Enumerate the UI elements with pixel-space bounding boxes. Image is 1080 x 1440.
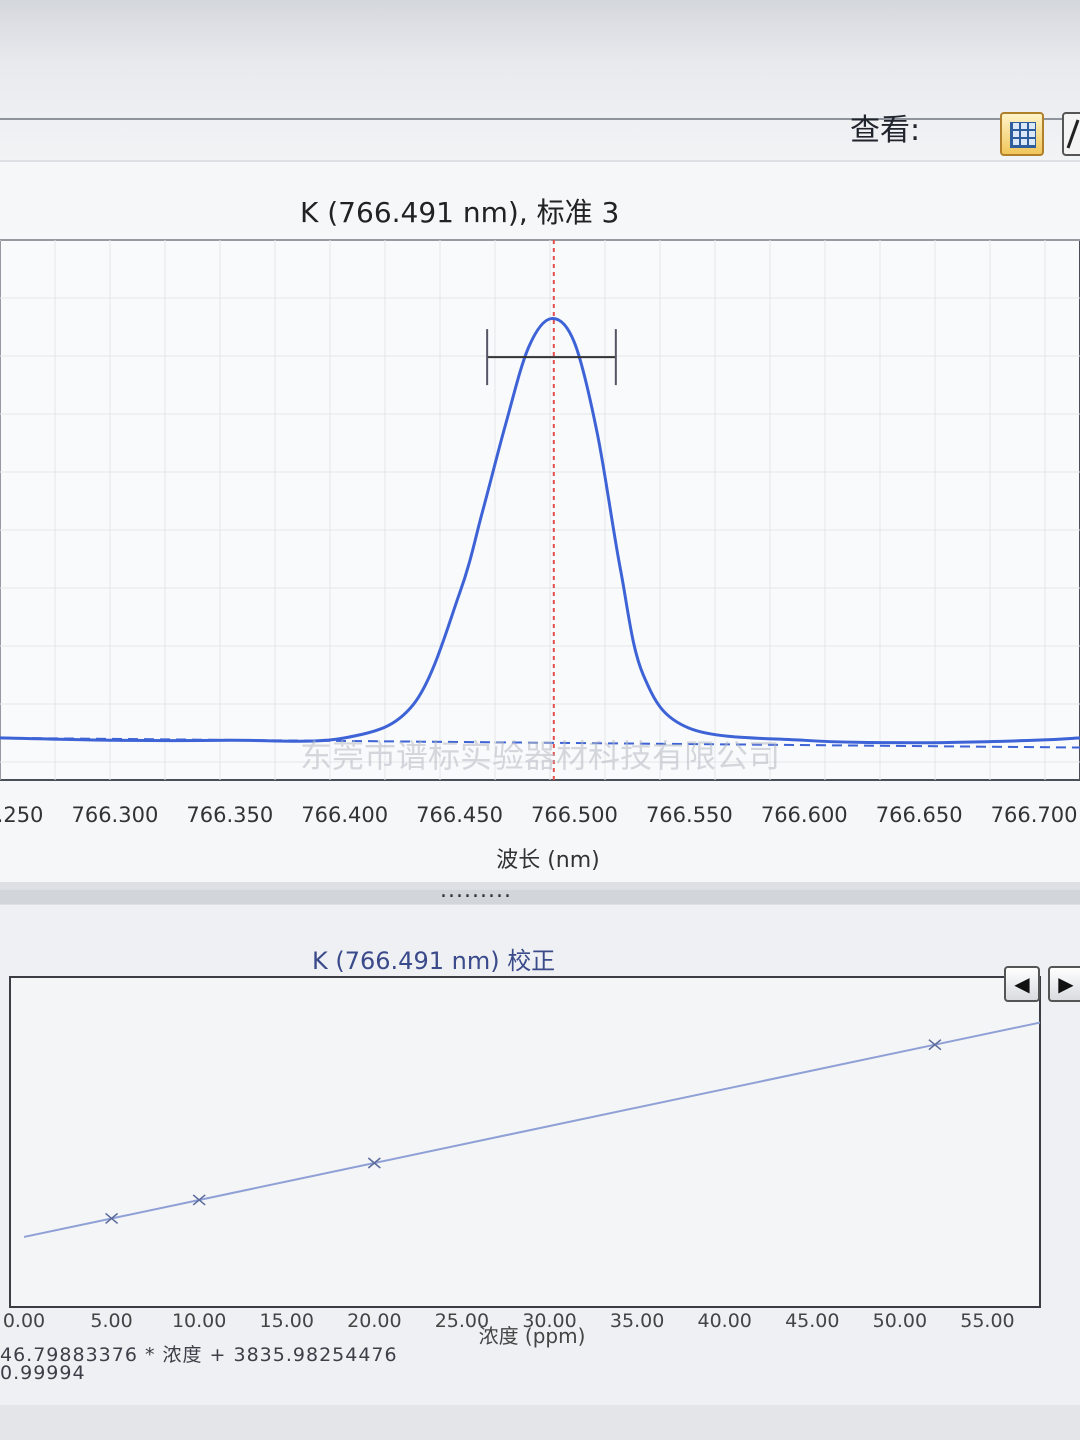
- calibration-x-tick-label: 50.00: [873, 1310, 927, 1332]
- spectrum-x-ticks: 766.250 766.300 766.350 766.400 766.450 766.5…: [0, 803, 1077, 827]
- calibration-x-tick-label: 10.00: [172, 1310, 226, 1332]
- spectrum-x-tick-label: 766.500: [531, 803, 618, 827]
- edit-icon: [1066, 119, 1080, 149]
- calibration-point: [105, 1212, 119, 1225]
- correlation-value: 0.99994: [0, 1362, 86, 1384]
- calibration-point: [192, 1194, 206, 1206]
- next-button[interactable]: ▶: [1048, 966, 1080, 1002]
- calibration-x-tick-label: 20.00: [347, 1310, 401, 1332]
- status-strip: [0, 1405, 1080, 1440]
- calibration-x-tick-label: 45.00: [785, 1310, 839, 1332]
- splitter-handle[interactable]: .........: [440, 878, 512, 903]
- spectrum-x-tick-label: 766.600: [761, 803, 848, 827]
- calibration-plot-area: [9, 976, 1041, 1308]
- spectrum-x-tick-label: 766.400: [301, 803, 388, 827]
- spectrum-title: K (766.491 nm), 标准 3: [300, 196, 619, 229]
- spectrum-x-tick-label: 766.650: [876, 803, 963, 827]
- spectrum-series: [0, 240, 1080, 780]
- calibration-x-tick-label: 15.00: [260, 1310, 314, 1332]
- calibration-title: K (766.491 nm) 校正: [312, 947, 555, 975]
- calibration-x-tick-label: 55.00: [960, 1310, 1014, 1332]
- edit-view-button[interactable]: [1062, 112, 1080, 156]
- spectrum-grid: [0, 239, 1080, 780]
- calibration-x-ticks: 0.00 5.00 10.00 15.00 20.00 25.00 30.00 35.00 40…: [3, 1310, 1015, 1332]
- spectrum-x-tick-label: 766.300: [71, 803, 158, 827]
- view-label: 查看:: [850, 113, 921, 148]
- calibration-x-tick-label: 40.00: [697, 1310, 751, 1332]
- calibration-x-tick-label: 5.00: [90, 1310, 132, 1332]
- calibration-point: [928, 1039, 942, 1051]
- spectrum-x-tick-label: 766.350: [186, 803, 273, 827]
- calibration-point: [367, 1157, 381, 1169]
- watermark-text: 东莞市谱标实验器材科技有限公司: [300, 737, 780, 775]
- spectrum-plot-area: [0, 239, 1080, 781]
- calibration-x-tick-label: 25.00: [435, 1310, 489, 1332]
- calibration-equation: 46.79883376 * 浓度 + 3835.98254476: [0, 1344, 398, 1366]
- spectrum-x-tick-label: 766.700: [991, 803, 1078, 827]
- spectrum-x-axis-label: 波长 (nm): [496, 848, 600, 873]
- calibration-chart[interactable]: K (766.491 nm) 校正 0.00 5.00 10.00 15.00 20.0…: [0, 905, 1080, 1405]
- calibration-x-axis-label: 浓度 (ppm): [479, 1324, 586, 1348]
- calibration-series: [23, 1021, 1041, 1238]
- spectrum-x-tick-label: 766.550: [646, 803, 733, 827]
- calibration-x-tick-label: 0.00: [3, 1310, 45, 1332]
- toolbar-divider: [0, 118, 1080, 120]
- spectrum-peak-series: [0, 317, 1080, 745]
- calibration-x-tick-label: 30.00: [522, 1310, 576, 1332]
- table-view-button[interactable]: [1000, 112, 1044, 156]
- calibration-fit-line: [23, 1021, 1041, 1238]
- table-icon: [1010, 122, 1036, 148]
- calibration-panel: K (766.491 nm) 校正 0.00 5.00 10.00 15.00 20.0…: [0, 905, 1080, 1440]
- arrow-left-icon: ◀: [1014, 972, 1030, 996]
- top-toolbar: [0, 0, 1080, 160]
- calibration-x-tick-label: 35.00: [610, 1310, 664, 1332]
- spectrum-chart[interactable]: K (766.491 nm), 标准 3 东莞市谱标实验器材科技有限公司 766…: [0, 162, 1080, 882]
- arrow-right-icon: ▶: [1058, 972, 1074, 996]
- spectrum-panel: K (766.491 nm), 标准 3 东莞市谱标实验器材科技有限公司 766…: [0, 162, 1080, 882]
- spectrum-x-tick-label: 766.250: [0, 803, 43, 827]
- prev-button[interactable]: ◀: [1004, 966, 1040, 1002]
- spectrum-x-tick-label: 766.450: [416, 803, 503, 827]
- panel-splitter[interactable]: [0, 890, 1080, 904]
